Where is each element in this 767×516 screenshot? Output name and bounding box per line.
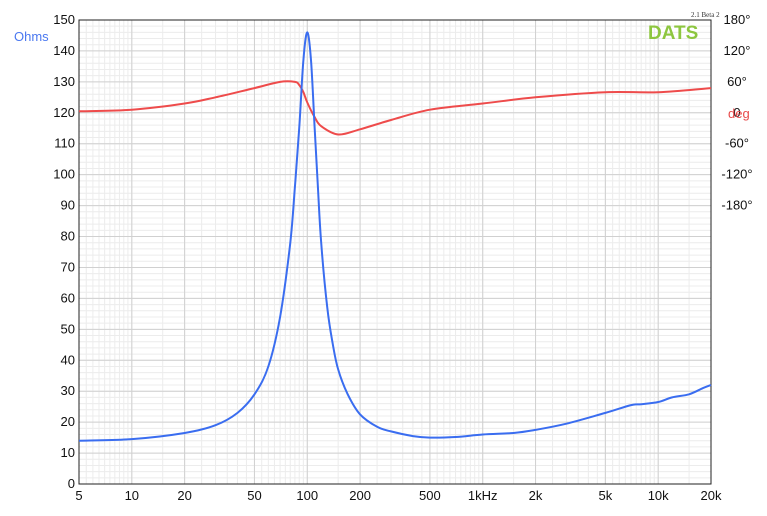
y-tick-label: 40 bbox=[61, 352, 75, 367]
right-axis-label: deg bbox=[728, 106, 750, 121]
x-tick-label: 1kHz bbox=[468, 488, 498, 503]
y2-tick-label: 60° bbox=[727, 74, 747, 89]
x-tick-label: 2k bbox=[529, 488, 543, 503]
x-tick-label: 20k bbox=[701, 488, 722, 503]
x-tick-label: 5 bbox=[75, 488, 82, 503]
y-tick-label: 80 bbox=[61, 229, 75, 244]
y-tick-label: 140 bbox=[53, 43, 75, 58]
y2-tick-label: -120° bbox=[721, 167, 752, 182]
minor-gridlines bbox=[78, 19, 712, 485]
x-tick-label: 50 bbox=[247, 488, 261, 503]
x-tick-label: 20 bbox=[177, 488, 191, 503]
y-tick-label: 150 bbox=[53, 12, 75, 27]
y-tick-label: 70 bbox=[61, 259, 75, 274]
y-tick-label: 30 bbox=[61, 383, 75, 398]
brand-logo: DATS bbox=[648, 23, 698, 44]
version-label: 2.1 Beta 2 bbox=[691, 11, 720, 19]
x-tick-label: 100 bbox=[296, 488, 318, 503]
left-axis-ticks: 0 10 20 30 40 50 60 70 80 90 100 110 120 130 140 150 bbox=[53, 12, 75, 491]
x-axis-ticks: 5 10 20 50 100 200 500 1kHz 2k 5k 10k 20k bbox=[75, 488, 722, 503]
left-axis-label: Ohms bbox=[14, 29, 49, 44]
x-tick-label: 500 bbox=[419, 488, 441, 503]
y-tick-label: 130 bbox=[53, 74, 75, 89]
major-gridlines bbox=[78, 19, 712, 485]
phase-series-line bbox=[78, 80, 712, 136]
impedance-series-line bbox=[78, 31, 712, 442]
plot-frame bbox=[78, 19, 712, 485]
x-tick-label: 10k bbox=[648, 488, 669, 503]
y-tick-label: 90 bbox=[61, 198, 75, 213]
y2-tick-label: -60° bbox=[725, 136, 749, 151]
y-tick-label: 110 bbox=[54, 136, 75, 151]
y-tick-label: 120 bbox=[53, 105, 75, 120]
y-tick-label: 0 bbox=[68, 476, 75, 491]
x-tick-label: 10 bbox=[125, 488, 139, 503]
y-tick-label: 50 bbox=[61, 321, 75, 336]
x-tick-label: 200 bbox=[349, 488, 371, 503]
y2-tick-label: -180° bbox=[721, 198, 752, 213]
y2-tick-label: 180° bbox=[724, 12, 751, 27]
y2-tick-label: 0 bbox=[733, 105, 740, 120]
right-axis-ticks: 180° 120° 60° 0 -60° -120° -180° bbox=[721, 12, 752, 213]
x-tick-label: 5k bbox=[598, 488, 612, 503]
y-tick-label: 60 bbox=[61, 290, 75, 305]
y2-tick-label: 120° bbox=[724, 43, 751, 58]
y-tick-label: 10 bbox=[61, 445, 75, 460]
y-tick-label: 20 bbox=[61, 414, 75, 429]
y-tick-label: 100 bbox=[53, 167, 75, 182]
